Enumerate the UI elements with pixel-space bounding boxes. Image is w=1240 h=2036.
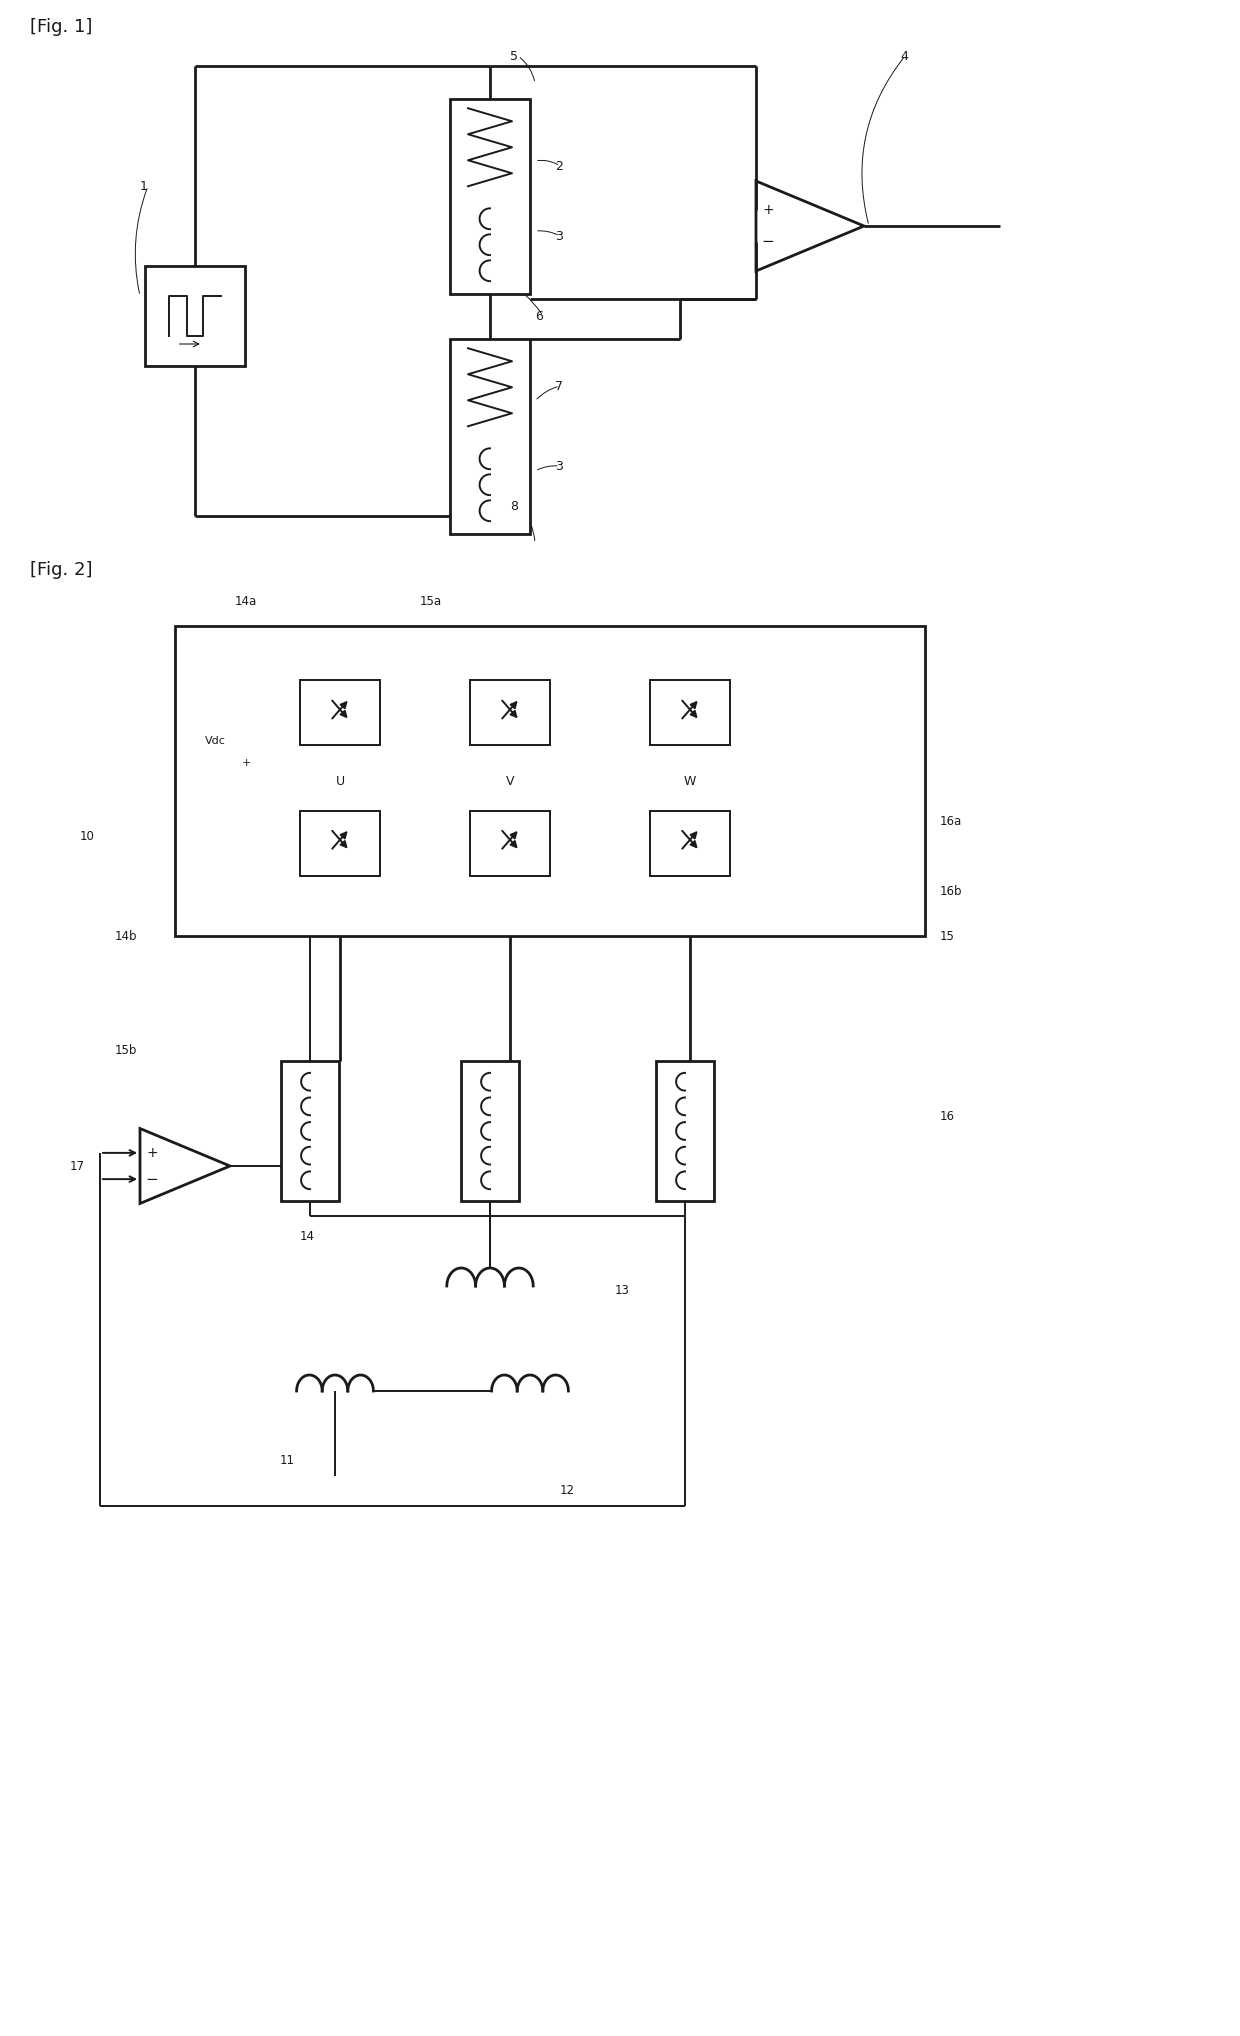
Text: 12: 12: [560, 1484, 575, 1498]
Text: 16a: 16a: [940, 814, 962, 827]
Bar: [461, 1061, 520, 1201]
Bar: [650, 680, 730, 745]
Bar: [470, 810, 551, 875]
Bar: [300, 680, 379, 745]
Bar: [450, 98, 529, 293]
Text: [Fig. 1]: [Fig. 1]: [30, 18, 92, 37]
Text: 14: 14: [300, 1230, 315, 1242]
Text: 2: 2: [556, 159, 563, 173]
Text: 8: 8: [510, 499, 518, 513]
Bar: [281, 1061, 339, 1201]
Text: −: −: [761, 234, 774, 248]
Bar: [450, 338, 529, 533]
Text: 6: 6: [534, 309, 543, 322]
Text: −: −: [145, 1171, 159, 1187]
Text: 11: 11: [280, 1454, 295, 1468]
Text: 1: 1: [140, 179, 148, 193]
Text: 7: 7: [556, 379, 563, 393]
Text: 17: 17: [69, 1158, 86, 1173]
Bar: [470, 680, 551, 745]
Text: +: +: [146, 1146, 157, 1161]
Bar: [145, 267, 246, 366]
Text: 14b: 14b: [115, 930, 138, 943]
Text: [Fig. 2]: [Fig. 2]: [30, 562, 93, 578]
Text: 3: 3: [556, 460, 563, 472]
Text: +: +: [242, 757, 252, 768]
Text: U: U: [336, 774, 345, 788]
Text: +: +: [763, 204, 774, 218]
Text: 10: 10: [81, 829, 95, 843]
Text: 16: 16: [940, 1110, 955, 1122]
Text: W: W: [683, 774, 696, 788]
Bar: [650, 810, 730, 875]
Text: 3: 3: [556, 230, 563, 242]
Text: 5: 5: [510, 49, 518, 63]
Text: 16b: 16b: [940, 884, 962, 898]
Text: Vdc: Vdc: [205, 735, 226, 745]
Bar: [175, 625, 925, 937]
Text: 15: 15: [940, 930, 955, 943]
Text: 4: 4: [900, 49, 908, 63]
Text: 15b: 15b: [115, 1044, 138, 1057]
Text: V: V: [506, 774, 515, 788]
Text: 13: 13: [615, 1285, 630, 1297]
Bar: [300, 810, 379, 875]
Text: 14a: 14a: [236, 595, 257, 607]
Bar: [656, 1061, 714, 1201]
Text: 15a: 15a: [420, 595, 443, 607]
